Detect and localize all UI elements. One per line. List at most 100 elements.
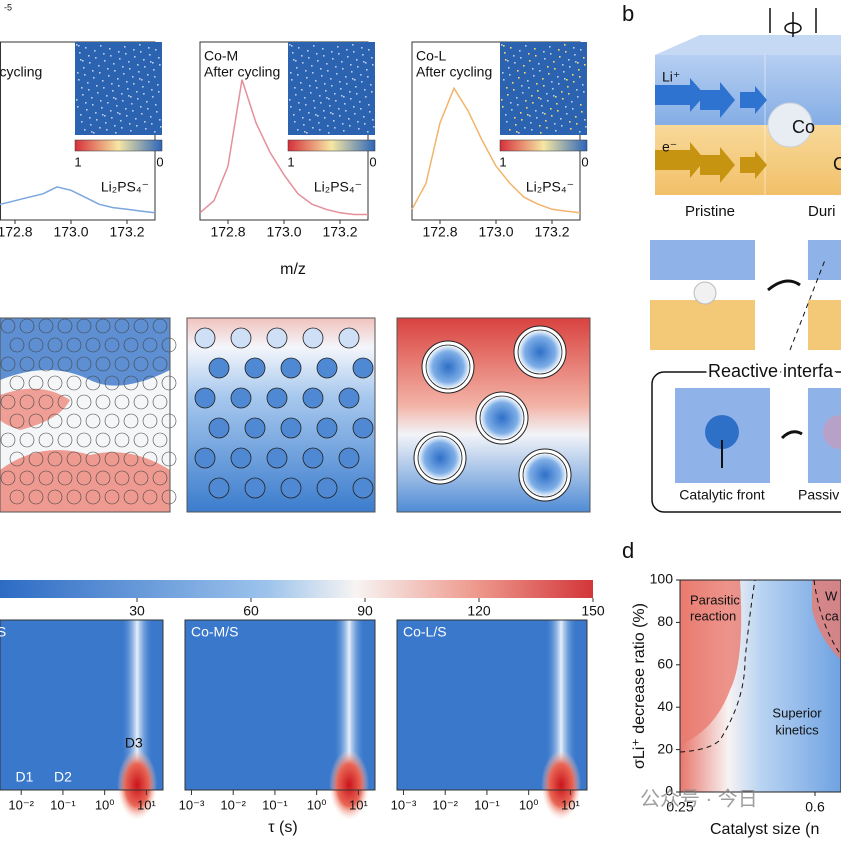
inset-dot [371, 57, 373, 59]
inset-dot [526, 107, 528, 109]
particle [76, 432, 92, 448]
particle [19, 394, 35, 410]
inset-dot [306, 132, 308, 134]
inset-dot [78, 79, 80, 81]
inset-dot [544, 58, 546, 60]
inset-dot [341, 95, 343, 97]
inset-dot [110, 110, 112, 112]
x-tick-label: 10⁻² [432, 797, 458, 812]
inset-dot [519, 50, 521, 52]
inset-dot [342, 123, 344, 125]
particle [76, 394, 92, 410]
y-tick-label: 60 [657, 656, 673, 672]
x-tick-label: 10¹ [137, 797, 156, 812]
particle [9, 375, 25, 391]
colorbar-tick-label: 30 [129, 603, 145, 619]
inset-dot [77, 106, 79, 108]
inset-dot [535, 110, 537, 112]
inset-dot [84, 74, 86, 76]
inset-dot [102, 114, 104, 116]
inset-dot [543, 51, 545, 53]
inset-dot [137, 64, 139, 66]
particle [161, 337, 177, 353]
drt-map: Co-L/S 10⁻³ 10⁻² 10⁻¹ 10⁰ 10¹ [391, 619, 588, 820]
inset-dot [106, 129, 108, 131]
inset-dot [326, 63, 328, 65]
inset-dot [91, 131, 93, 133]
spectrum-subtitle: r cycling [0, 64, 42, 80]
spectrum-line [199, 79, 368, 216]
inset-dot [152, 96, 154, 98]
inset-dot [338, 53, 340, 55]
particle [479, 395, 525, 441]
inset-dot [529, 115, 531, 117]
inset-dot [125, 53, 127, 55]
inset-dot [303, 124, 305, 126]
inset-dot [520, 112, 522, 114]
inset-dot [107, 102, 109, 104]
inset-dot [353, 51, 355, 53]
inset-dot [100, 45, 102, 47]
inset-dot [107, 68, 109, 70]
inset-dot [546, 93, 548, 95]
inset-dot [309, 85, 311, 87]
particle [104, 337, 120, 353]
inset-dot [524, 72, 526, 74]
inset-dot [351, 71, 353, 73]
inset-dot [515, 124, 517, 126]
inset-dot [545, 120, 547, 122]
inset-dot [145, 128, 147, 130]
inset-dot [502, 106, 504, 108]
inset-dot [564, 44, 566, 46]
inset-dot [557, 110, 559, 112]
particle [66, 489, 82, 505]
inset-dot [96, 85, 98, 87]
inset-dot [139, 44, 141, 46]
particle [266, 447, 288, 469]
colorbar-tick-label: 120 [467, 603, 491, 619]
schematic-label: b [622, 1, 634, 26]
inset-dot [352, 78, 354, 80]
schematic-label: e⁻ [662, 139, 677, 155]
inset-dot [555, 130, 557, 132]
inset-dot [335, 66, 337, 68]
particle [95, 394, 111, 410]
inset-dot [558, 49, 560, 51]
inset-dot [93, 132, 95, 134]
particle [47, 451, 63, 467]
map-frame [184, 619, 376, 791]
inset-dot [134, 56, 136, 58]
map-region [0, 450, 170, 512]
inset-dot [354, 79, 356, 81]
inset-dot [78, 45, 80, 47]
spectrum-name: Co-M [204, 48, 238, 64]
inset-dot [538, 97, 540, 99]
particle [47, 413, 63, 429]
boundary [813, 579, 841, 656]
region-parasitic [680, 580, 742, 745]
inset-dot [308, 112, 310, 114]
x-tick-label: 0.25 [666, 799, 693, 815]
inset-dot [158, 57, 160, 59]
inset-dot [584, 64, 586, 66]
inset-dot [100, 100, 102, 102]
particle [114, 432, 130, 448]
inset-dot [99, 127, 101, 129]
inset-dot [304, 97, 306, 99]
inset-dot [320, 102, 322, 104]
map-frame [396, 619, 588, 791]
particle [95, 356, 111, 372]
inset-dot [347, 56, 349, 58]
particle [47, 375, 63, 391]
inset-dot [561, 125, 563, 127]
particle [123, 375, 139, 391]
inset-scale-label: 1 [287, 154, 294, 169]
particle [57, 356, 73, 372]
peak-annotation: D1 [16, 769, 34, 785]
x-tick-label: 10⁻¹ [474, 797, 500, 812]
inset-dot [350, 64, 352, 66]
inset-dot [506, 87, 508, 89]
inset-dot [117, 112, 119, 114]
schematic-label: Catalytic front [679, 487, 765, 503]
